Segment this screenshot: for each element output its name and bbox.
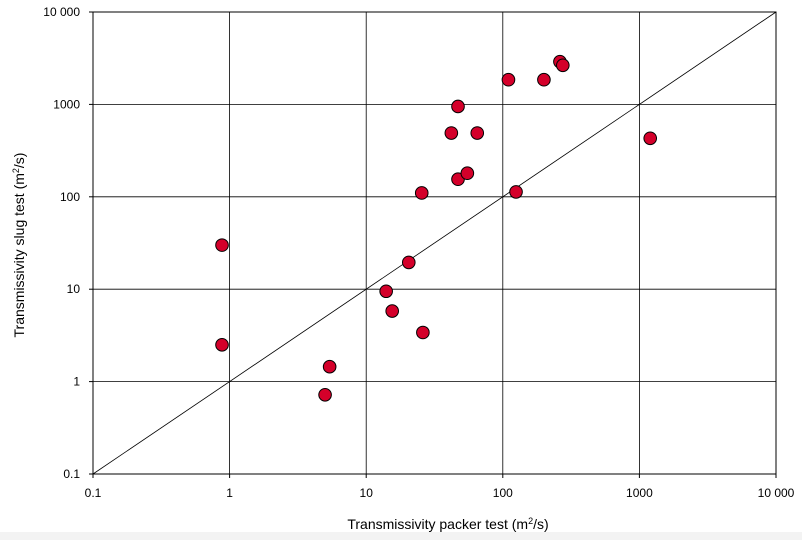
data-points bbox=[215, 54, 658, 402]
x-tick-label-1: 1 bbox=[226, 486, 233, 500]
data-point-2 bbox=[318, 387, 332, 402]
data-point-13 bbox=[470, 126, 485, 140]
data-point-1 bbox=[215, 338, 229, 352]
y-tick-label-4: 1000 bbox=[53, 97, 80, 111]
y-axis-label: Transmissivity slug test (m2/s) bbox=[11, 153, 27, 338]
data-point-18 bbox=[556, 58, 570, 73]
bottom-strip bbox=[0, 532, 802, 540]
plot-frame bbox=[92, 11, 777, 475]
x-tick-label-0: 0.1 bbox=[85, 486, 102, 500]
data-point-15 bbox=[509, 185, 523, 199]
data-point-9 bbox=[444, 126, 459, 140]
data-point-8 bbox=[416, 325, 430, 340]
x-axis-ticks: 0.1 1 10 100 1000 10 000 bbox=[85, 474, 795, 500]
y-tick-label-5: 10 000 bbox=[43, 5, 80, 19]
y-tick-label-2: 10 bbox=[67, 282, 81, 296]
x-tick-label-5: 10 000 bbox=[758, 486, 795, 500]
data-point-19 bbox=[643, 131, 658, 146]
data-point-14 bbox=[501, 72, 516, 87]
data-point-16 bbox=[537, 72, 551, 87]
y-tick-label-3: 100 bbox=[60, 190, 80, 204]
x-tick-label-3: 100 bbox=[493, 486, 513, 500]
reference-line-1to1 bbox=[92, 11, 777, 475]
data-point-10 bbox=[451, 99, 465, 114]
data-point-12 bbox=[460, 166, 475, 181]
x-tick-label-4: 1000 bbox=[626, 486, 653, 500]
data-point-0 bbox=[215, 238, 229, 252]
y-tick-label-1: 1 bbox=[73, 375, 80, 389]
x-tick-label-2: 10 bbox=[360, 486, 374, 500]
data-point-3 bbox=[322, 359, 337, 374]
data-point-4 bbox=[379, 284, 393, 299]
y-tick-label-0: 0.1 bbox=[63, 467, 80, 481]
data-point-7 bbox=[414, 186, 429, 200]
data-point-5 bbox=[385, 304, 399, 318]
data-point-6 bbox=[401, 255, 416, 270]
y-axis-ticks: 0.1 1 10 100 1000 10 000 bbox=[43, 5, 93, 481]
x-axis-label: Transmissivity packer test (m2/s) bbox=[347, 516, 548, 532]
